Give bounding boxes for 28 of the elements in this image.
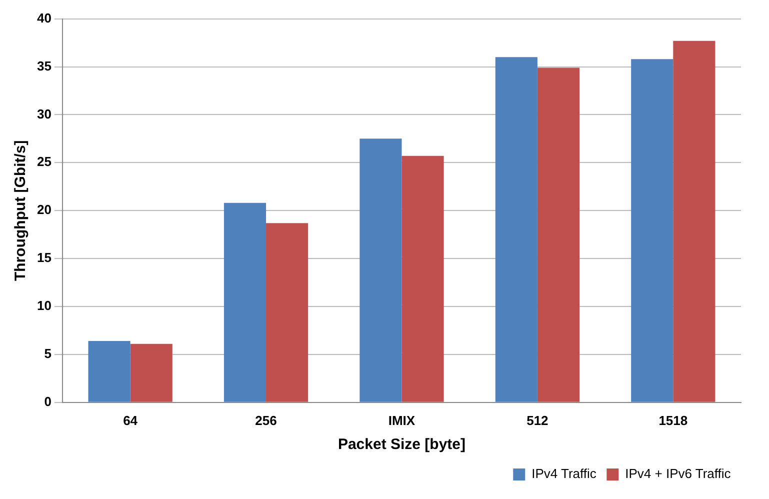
x-axis-title: Packet Size [byte] [338,436,466,454]
y-tick-label: 25 [36,154,52,170]
x-tick-label: 1518 [658,412,688,428]
y-tick-label: 20 [36,202,52,218]
y-tick-label: 40 [36,10,52,26]
legend-label: IPv4 Traffic [532,466,597,482]
bar [631,59,674,402]
x-tick-label: IMIX [388,412,416,428]
y-axis-title: Throughput [Gbit/s] [12,140,30,281]
y-tick-label: 0 [44,394,52,409]
y-tick-label: 35 [36,58,52,74]
y-tick-label: 5 [44,346,52,362]
y-tick-label: 30 [36,106,52,122]
bar [88,341,130,402]
x-tick-label: 256 [255,412,277,428]
bar [360,138,402,402]
y-tick-label: 15 [36,250,52,266]
x-tick-label: 512 [526,412,548,428]
bar [495,57,538,402]
bar [402,156,444,402]
x-tick-label: 64 [123,412,138,428]
bar [537,68,580,402]
bar [130,344,172,402]
bar [266,223,308,402]
bar [224,202,266,402]
y-tick-label: 10 [36,298,52,314]
bar [673,40,716,402]
legend-label: IPv4 + IPv6 Traffic [625,466,732,482]
